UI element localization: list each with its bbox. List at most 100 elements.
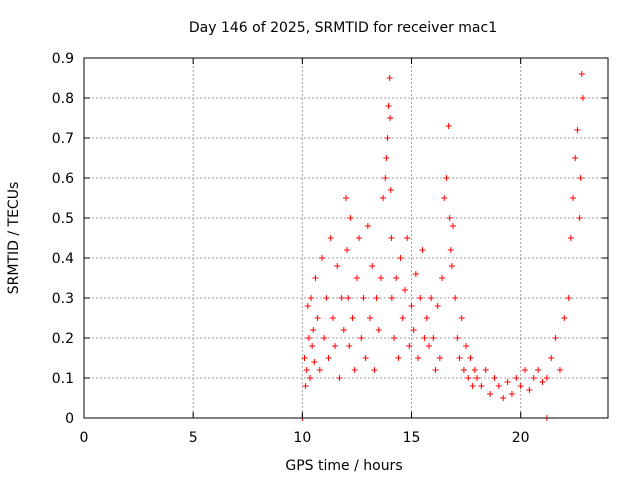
y-tick-label: 0.1 [52,371,74,387]
data-point [358,335,365,341]
data-point [535,367,542,373]
data-point [491,375,498,381]
y-tick-label: 0.9 [52,51,74,67]
data-point [325,355,332,361]
data-point [487,391,494,397]
data-point [391,335,398,341]
data-point [565,295,572,301]
data-point [445,123,452,129]
data-point [579,95,586,101]
x-tick-label: 5 [189,430,198,446]
y-tick-label: 0.7 [52,131,74,147]
data-point [430,335,437,341]
data-point [397,255,404,261]
data-point [543,375,550,381]
data-point [423,315,430,321]
grid [84,58,608,418]
data-point [362,355,369,361]
data-point [399,315,406,321]
data-point [380,195,387,201]
x-axis-label: GPS time / hours [285,458,402,474]
data-point [353,275,360,281]
data-point [417,295,424,301]
data-point [336,375,343,381]
data-point [469,383,476,389]
data-point [513,375,520,381]
data-point [351,367,358,373]
y-tick-label: 0.8 [52,91,74,107]
data-point [443,175,450,181]
data-point [556,367,563,373]
data-point [349,315,356,321]
data-point [327,235,334,241]
data-point [301,355,308,361]
data-point [452,295,459,301]
x-tick-label: 15 [403,430,421,446]
data-point [305,335,312,341]
data-point [415,355,422,361]
data-point [346,343,353,349]
data-point [338,295,345,301]
data-point [344,247,351,253]
data-point [367,315,374,321]
data-point [539,379,546,385]
data-point [530,375,537,381]
data-point [500,395,507,401]
x-tick-label: 20 [512,430,530,446]
data-point [306,375,313,381]
data-point [386,75,393,81]
data-point [446,215,453,221]
data-point [321,335,328,341]
data-point [343,195,349,201]
data-point [434,303,441,309]
data-point [517,383,524,389]
data-point [385,103,392,109]
data-point [314,315,321,321]
y-tick-label: 0.4 [52,251,74,267]
data-point [404,235,411,241]
data-point [504,379,511,385]
data-point [375,327,382,333]
data-point [421,335,428,341]
data-point [388,235,395,241]
data-point [456,355,463,361]
axis-ticks: 0 0.1 0.2 0.3 0.4 0.5 0.6 0.7 0.8 0.9 0 5 10 15 20 [52,51,608,446]
data-point [508,391,515,397]
y-tick-label: 0.5 [52,211,74,227]
data-point [447,247,454,253]
data-point [371,367,378,373]
data-point [377,275,384,281]
data-point [419,247,426,253]
data-point [574,127,581,133]
data-point [383,155,390,161]
data-point [373,295,380,301]
data-point [316,367,323,373]
x-tick-label: 10 [293,430,311,446]
data-point [467,355,474,361]
data-point [522,367,529,373]
data-point [463,343,470,349]
data-point [395,355,402,361]
data-point [311,359,318,365]
data-point [458,315,465,321]
data-point [334,263,341,269]
data-point [495,383,502,389]
data-point [384,135,391,141]
data-point [309,343,316,349]
data-point [323,295,330,301]
data-point [548,355,555,361]
data-point [382,175,389,181]
data-point [561,315,568,321]
data-point [406,343,413,349]
data-point [302,383,309,389]
y-axis-label: SRMTID / TECUs [6,182,22,295]
data-point [454,335,461,341]
data-point [360,295,367,301]
data-point [474,375,480,381]
data-point [318,255,325,261]
data-point [303,367,310,373]
data-point [567,235,574,241]
data-point [356,235,363,241]
data-point [576,215,583,221]
